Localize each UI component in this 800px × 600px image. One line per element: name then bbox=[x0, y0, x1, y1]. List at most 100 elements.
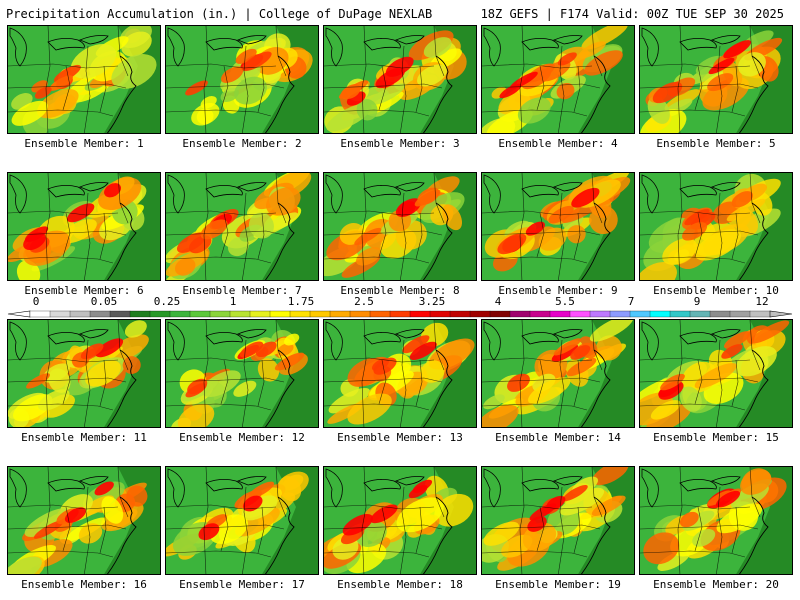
scale-color-swatch bbox=[389, 310, 411, 318]
scale-color-swatch bbox=[549, 310, 571, 318]
scale-color-swatch bbox=[469, 310, 491, 318]
scale-color-swatch bbox=[429, 310, 451, 318]
scale-color-swatch bbox=[89, 310, 111, 318]
model-run-info: 18Z GEFS | F174 Valid: 00Z TUE SEP 30 20… bbox=[480, 7, 784, 21]
ensemble-member-panel bbox=[7, 466, 161, 575]
ensemble-member-panel bbox=[481, 25, 635, 134]
ensemble-member-panel bbox=[165, 172, 319, 281]
scale-color-swatch bbox=[609, 310, 631, 318]
ensemble-member-panel bbox=[165, 25, 319, 134]
ensemble-member-label: Ensemble Member: 3 bbox=[340, 137, 460, 150]
scale-color-swatch bbox=[249, 310, 271, 318]
ensemble-member-label: Ensemble Member: 16 bbox=[21, 578, 147, 591]
ensemble-member-panel bbox=[323, 172, 477, 281]
scale-tick-label: 1.75 bbox=[287, 295, 315, 308]
ensemble-member-label: Ensemble Member: 6 bbox=[24, 284, 144, 297]
precip-map bbox=[640, 26, 792, 133]
precip-map bbox=[324, 173, 476, 280]
precip-map bbox=[324, 467, 476, 574]
scale-color-swatch bbox=[309, 310, 331, 318]
scale-color-swatch bbox=[729, 310, 751, 318]
precip-map bbox=[482, 467, 634, 574]
ensemble-member-label: Ensemble Member: 20 bbox=[653, 578, 779, 591]
scale-tick-label: 9 bbox=[693, 295, 701, 308]
ensemble-member-label: Ensemble Member: 12 bbox=[179, 431, 305, 444]
scale-max-arrow bbox=[769, 310, 793, 318]
ensemble-member-label: Ensemble Member: 5 bbox=[656, 137, 776, 150]
ensemble-member-panel bbox=[7, 172, 161, 281]
scale-color-swatch bbox=[69, 310, 91, 318]
ensemble-member-panel bbox=[323, 466, 477, 575]
precip-map bbox=[324, 320, 476, 427]
scale-color-swatch bbox=[149, 310, 171, 318]
scale-color-swatch bbox=[409, 310, 431, 318]
ensemble-member-panel bbox=[323, 25, 477, 134]
ensemble-member-panel bbox=[639, 25, 793, 134]
scale-color-swatch bbox=[269, 310, 291, 318]
scale-color-swatch bbox=[749, 310, 771, 318]
scale-color-swatch bbox=[709, 310, 731, 318]
scale-color-swatch bbox=[669, 310, 691, 318]
map-title: Precipitation Accumulation (in.) | Colle… bbox=[6, 7, 433, 21]
scale-color-swatch bbox=[529, 310, 551, 318]
ensemble-member-label: Ensemble Member: 17 bbox=[179, 578, 305, 591]
scale-color-swatch bbox=[449, 310, 471, 318]
scale-color-swatch bbox=[589, 310, 611, 318]
ensemble-member-label: Ensemble Member: 19 bbox=[495, 578, 621, 591]
ensemble-member-panel bbox=[481, 466, 635, 575]
scale-tick-label: 4 bbox=[494, 295, 502, 308]
scale-color-swatch bbox=[369, 310, 391, 318]
precip-map bbox=[324, 26, 476, 133]
scale-tick-label: 7 bbox=[627, 295, 635, 308]
ensemble-member-label: Ensemble Member: 11 bbox=[21, 431, 147, 444]
ensemble-member-label: Ensemble Member: 14 bbox=[495, 431, 621, 444]
scale-color-swatch bbox=[689, 310, 711, 318]
scale-min-arrow bbox=[7, 310, 31, 318]
scale-tick-label: 1 bbox=[229, 295, 237, 308]
ensemble-member-panel bbox=[639, 466, 793, 575]
precip-map bbox=[166, 320, 318, 427]
ensemble-member-label: Ensemble Member: 9 bbox=[498, 284, 618, 297]
ensemble-member-panel bbox=[165, 466, 319, 575]
scale-color-swatch bbox=[189, 310, 211, 318]
precip-map bbox=[166, 173, 318, 280]
scale-color-swatch bbox=[109, 310, 131, 318]
ensemble-member-panel bbox=[639, 319, 793, 428]
ensemble-member-label: Ensemble Member: 7 bbox=[182, 284, 302, 297]
ensemble-member-label: Ensemble Member: 13 bbox=[337, 431, 463, 444]
scale-color-swatch bbox=[229, 310, 251, 318]
ensemble-member-label: Ensemble Member: 10 bbox=[653, 284, 779, 297]
ensemble-member-label: Ensemble Member: 8 bbox=[340, 284, 460, 297]
scale-tick-label: 3.25 bbox=[418, 295, 446, 308]
scale-color-swatch bbox=[329, 310, 351, 318]
scale-color-swatch bbox=[629, 310, 651, 318]
ensemble-member-label: Ensemble Member: 2 bbox=[182, 137, 302, 150]
precip-map bbox=[8, 173, 160, 280]
scale-color-swatch bbox=[509, 310, 531, 318]
precip-map bbox=[166, 26, 318, 133]
precip-color-scale bbox=[7, 310, 793, 318]
scale-color-swatch bbox=[349, 310, 371, 318]
ensemble-member-panel bbox=[7, 319, 161, 428]
ensemble-member-panel bbox=[481, 172, 635, 281]
scale-tick-label: 0.25 bbox=[153, 295, 181, 308]
scale-color-swatch bbox=[29, 310, 51, 318]
scale-color-swatch bbox=[569, 310, 591, 318]
ensemble-member-panel bbox=[323, 319, 477, 428]
scale-color-swatch bbox=[169, 310, 191, 318]
scale-tick-label: 5.5 bbox=[555, 295, 575, 308]
scale-color-swatch bbox=[649, 310, 671, 318]
scale-color-swatch bbox=[49, 310, 71, 318]
precip-map bbox=[482, 173, 634, 280]
precip-map bbox=[8, 320, 160, 427]
scale-tick-label: 2.5 bbox=[354, 295, 374, 308]
scale-tick-label: 0 bbox=[32, 295, 40, 308]
ensemble-member-label: Ensemble Member: 1 bbox=[24, 137, 144, 150]
ensemble-member-panel bbox=[7, 25, 161, 134]
scale-color-swatch bbox=[289, 310, 311, 318]
scale-color-swatch bbox=[489, 310, 511, 318]
scale-color-swatch bbox=[209, 310, 231, 318]
scale-color-swatch bbox=[129, 310, 151, 318]
ensemble-member-label: Ensemble Member: 18 bbox=[337, 578, 463, 591]
scale-tick-label: 0.05 bbox=[90, 295, 118, 308]
